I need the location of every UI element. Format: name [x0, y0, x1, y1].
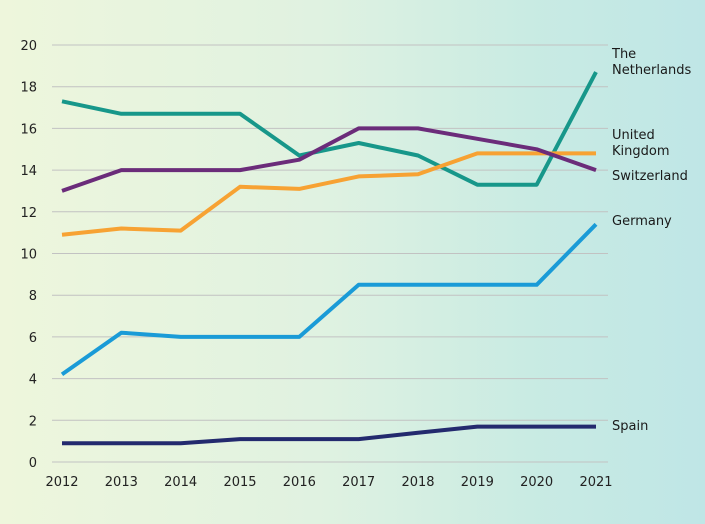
series-label-the-netherlands: The Netherlands [611, 47, 691, 78]
series-label-line: Kingdom [612, 144, 670, 159]
x-tick-label: 2015 [223, 475, 256, 490]
series-label-line: Germany [612, 214, 672, 229]
y-tick-label: 14 [20, 164, 37, 179]
x-tick-label: 2021 [579, 475, 612, 490]
series-line-germany [60, 222, 598, 377]
y-tick-label: 6 [29, 331, 37, 346]
y-tick-label: 20 [20, 39, 37, 54]
x-tick-label: 2017 [342, 475, 375, 490]
series-line-the-netherlands [61, 71, 598, 187]
series-label-germany: Germany [612, 214, 672, 229]
y-axis-ticks: 0 2 4 6 8 10 12 14 16 18 20 [20, 39, 37, 471]
x-tick-label: 2020 [520, 475, 553, 490]
series-labels: The Netherlands United Kingdom Switzerland Ge… [611, 47, 691, 434]
y-tick-label: 0 [29, 456, 37, 471]
series-lines [60, 71, 598, 446]
y-tick-label: 8 [29, 289, 37, 304]
series-line-switzerland [61, 126, 597, 193]
y-tick-label: 12 [20, 206, 37, 221]
series-line-united-kingdom [61, 151, 596, 237]
series-label-line: Netherlands [612, 63, 691, 78]
x-tick-label: 2013 [105, 475, 138, 490]
series-label-line: Spain [612, 419, 648, 434]
series-label-spain: Spain [612, 419, 648, 434]
series-label-switzerland: Switzerland [612, 169, 688, 184]
x-tick-label: 2019 [461, 475, 494, 490]
x-tick-label: 2018 [401, 475, 434, 490]
y-tick-label: 2 [29, 414, 37, 429]
series-label-line: United [612, 128, 655, 143]
y-tick-label: 4 [29, 373, 37, 388]
y-tick-label: 10 [20, 248, 37, 263]
series-label-united-kingdom: United Kingdom [612, 128, 670, 159]
gridlines [52, 44, 608, 463]
x-axis-ticks: 2012 2013 2014 2015 2016 2017 2018 2019 2020 2021 [45, 475, 612, 490]
x-tick-label: 2014 [164, 475, 197, 490]
y-tick-label: 18 [20, 81, 37, 96]
y-tick-label: 16 [20, 122, 37, 137]
series-line-spain [62, 424, 596, 446]
x-tick-label: 2016 [283, 475, 316, 490]
x-tick-label: 2012 [45, 475, 78, 490]
series-label-line: Switzerland [612, 169, 688, 184]
series-label-line: The [611, 47, 636, 62]
